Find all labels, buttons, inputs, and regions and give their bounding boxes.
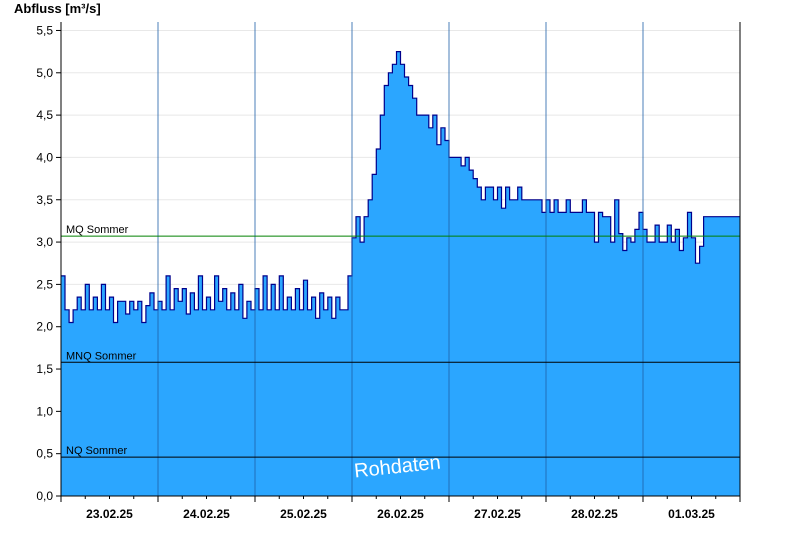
reference-line-label: MNQ Sommer	[66, 350, 137, 362]
y-tick-label: 1,0	[36, 404, 53, 418]
x-tick-label: 25.02.25	[280, 507, 327, 521]
reference-line-label: NQ Sommer	[66, 445, 127, 457]
y-tick-label: 4,5	[36, 108, 53, 122]
y-tick-label: 3,5	[36, 193, 53, 207]
x-tick-label: 24.02.25	[183, 507, 230, 521]
y-axis-label: Abfluss [m³/s]	[14, 1, 101, 16]
y-tick-label: 3,0	[36, 235, 53, 249]
y-tick-label: 4,0	[36, 150, 53, 164]
y-tick-label: 5,0	[36, 66, 53, 80]
discharge-area	[61, 51, 740, 496]
chart-overlay: MQ Sommer MNQ Sommer NQ Sommer	[61, 22, 740, 496]
x-tick-label: 01.03.25	[668, 507, 715, 521]
discharge-line	[61, 51, 740, 324]
y-tick-label: 2,0	[36, 320, 53, 334]
axes: 0,0 0,5 1,0 1,5 2,0 2,5 3,0 3,5 4,0 4,5 5,0 5,5 23.0…	[36, 22, 741, 521]
x-tick-label: 28.02.25	[571, 507, 618, 521]
x-tick-label: 23.02.25	[86, 507, 133, 521]
y-tick-label: 1,5	[36, 362, 53, 376]
x-tick-label: 27.02.25	[474, 507, 521, 521]
y-tick-label: 0,0	[36, 489, 53, 503]
reference-line-label: MQ Sommer	[66, 224, 129, 236]
x-tick-label: 26.02.25	[377, 507, 424, 521]
y-tick-label: 0,5	[36, 447, 53, 461]
y-tick-label: 5,5	[36, 23, 53, 37]
y-tick-label: 2,5	[36, 277, 53, 291]
